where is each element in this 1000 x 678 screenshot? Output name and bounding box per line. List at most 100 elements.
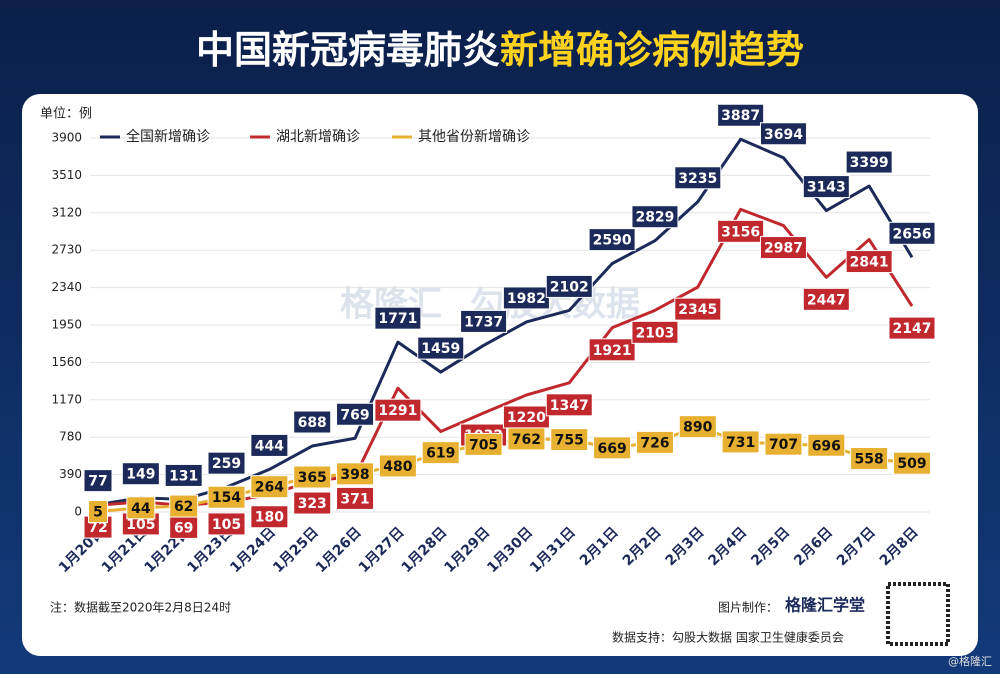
legend-label: 湖北新增确诊 [276,129,360,145]
maker-label: 图片制作： [718,601,778,615]
data-label-box [164,463,203,487]
data-label-box [545,393,593,417]
data-label-box [336,486,375,510]
data-label-box [88,500,108,524]
data-label-box [635,430,674,454]
data-label: 44 [131,501,151,517]
data-label-box [764,432,803,456]
data-label-box [678,415,717,439]
corner-mark: @格隆汇 [948,654,992,668]
data-label: 762 [512,432,541,448]
y-tick-label: 1950 [51,318,82,332]
data-label-box [336,402,375,426]
data-label-box [250,505,289,529]
data-label-box [588,228,636,252]
qr-code [886,582,950,646]
y-tick-label: 2340 [51,280,82,294]
y-tick-label: 1170 [51,392,82,406]
data-label-box [759,122,807,146]
data-label-box [421,441,460,465]
data-label: 69 [174,520,193,536]
data-label: 5 [93,505,103,521]
data-label-box [631,320,679,344]
data-label: 62 [174,499,193,515]
data-label: 3887 [721,108,760,124]
data-label: 264 [255,480,284,496]
data-label-box [293,410,332,434]
legend-label: 全国新增确诊 [126,128,210,145]
data-label: 1921 [593,343,632,359]
data-label-box [888,221,936,245]
data-label-box [850,446,889,470]
data-label: 509 [897,456,926,472]
y-tick-label: 390 [59,467,82,481]
data-label: 696 [812,438,841,454]
chart-title: 中国新冠病毒肺炎新增确诊病例趋势 [196,28,804,72]
unit-label: 单位：例 [40,107,92,122]
data-label: 619 [426,446,455,462]
data-label: 1347 [550,398,589,414]
data-label: 3143 [807,180,846,196]
y-tick-label: 780 [59,430,82,444]
data-label-box [845,250,893,274]
data-label: 890 [683,420,712,436]
data-label-box [417,336,465,360]
y-tick-label: 3510 [51,168,82,182]
data-label: 77 [88,474,107,490]
data-label: 2656 [893,226,932,242]
data-label-box [502,286,550,310]
data-label: 2590 [593,233,632,249]
data-label: 105 [212,517,241,533]
data-label-box [374,398,422,422]
data-label-box [250,433,289,457]
data-label: 105 [126,517,155,533]
data-label: 2829 [635,210,674,226]
data-label: 731 [726,435,755,451]
data-label-box [845,150,893,174]
data-label-box [207,451,246,475]
data-label-box [717,219,765,243]
data-label: 3156 [721,224,760,240]
data-label: 323 [298,496,327,512]
data-label-box [545,274,593,298]
data-label-box [378,454,417,478]
data-label-box [169,494,199,518]
data-label: 726 [640,435,669,451]
data-label-box [807,433,846,457]
data-label-box [507,427,546,451]
data-label-box [460,309,508,333]
data-label-box [717,103,765,127]
data-label: 3694 [764,127,803,143]
data-label: 444 [255,438,284,454]
y-tick-label: 2730 [51,243,82,257]
data-label: 1982 [507,291,546,307]
data-label-box [588,338,636,362]
data-label-box [888,316,936,340]
data-label-box [126,496,156,520]
data-label: 259 [212,456,241,472]
data-label-box [83,469,113,493]
data-label: 707 [769,437,798,453]
data-label-box [121,462,160,486]
data-label: 180 [255,510,284,526]
data-label-box [550,428,589,452]
y-tick-label: 0 [74,505,82,519]
data-label: 1291 [378,403,417,419]
data-label: 2147 [893,321,932,337]
data-label: 131 [169,468,198,484]
data-label-box [336,462,375,486]
data-label: 154 [212,490,241,506]
y-tick-label: 1560 [51,355,82,369]
data-label: 371 [340,491,369,507]
data-label: 688 [298,415,327,431]
data-label: 705 [469,437,498,453]
data-label-box [464,432,503,456]
data-label-box [250,475,289,499]
data-label: 1220 [507,410,546,426]
y-tick-label: 3900 [51,131,82,145]
data-label: 1737 [464,314,503,330]
data-label: 1771 [378,311,417,327]
data-label-box [759,236,807,260]
